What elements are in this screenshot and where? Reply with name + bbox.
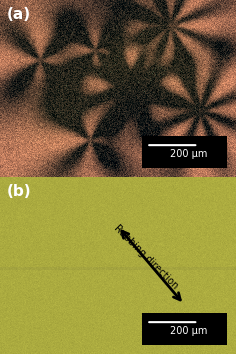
Text: 200 μm: 200 μm [170,326,207,336]
FancyBboxPatch shape [142,136,227,168]
FancyBboxPatch shape [142,313,227,345]
Text: Rubbing direction: Rubbing direction [112,223,180,291]
Text: (a): (a) [7,7,31,22]
Text: (b): (b) [7,184,32,199]
Text: 200 μm: 200 μm [170,149,207,159]
